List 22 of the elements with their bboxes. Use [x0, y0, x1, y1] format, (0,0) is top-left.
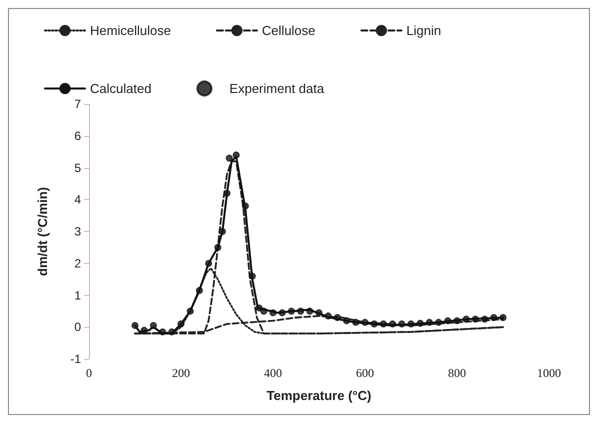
y-tick-label: 1 [74, 288, 82, 302]
y-tick-label: 0 [74, 320, 82, 334]
x-tick-label: 1000 [537, 366, 561, 380]
x-tick-label: 0 [86, 366, 92, 380]
x-tick-label: 800 [448, 366, 466, 380]
legend-label: Lignin [406, 23, 442, 38]
y-tick-label: 7 [74, 97, 82, 111]
x-tick-label: 400 [264, 366, 282, 380]
legend-label: Experiment data [229, 81, 325, 96]
legend-label: Hemicellulose [90, 23, 171, 38]
y-tick-label: 6 [74, 128, 82, 143]
x-tick-label: 600 [356, 366, 374, 380]
y-tick-label: -1 [70, 352, 82, 366]
y-tick-label: 2 [74, 256, 82, 270]
y-axis-title: dm/dt (°C/min) [35, 187, 50, 276]
y-tick-label: 4 [74, 192, 82, 207]
x-axis-title: Temperature (°C) [266, 388, 372, 403]
y-tick-label: 5 [74, 160, 82, 175]
legend-label: Cellulose [262, 23, 316, 38]
legend-label: Calculated [90, 81, 152, 96]
x-tick-label: 200 [172, 366, 190, 380]
y-tick-label: 3 [74, 224, 82, 238]
